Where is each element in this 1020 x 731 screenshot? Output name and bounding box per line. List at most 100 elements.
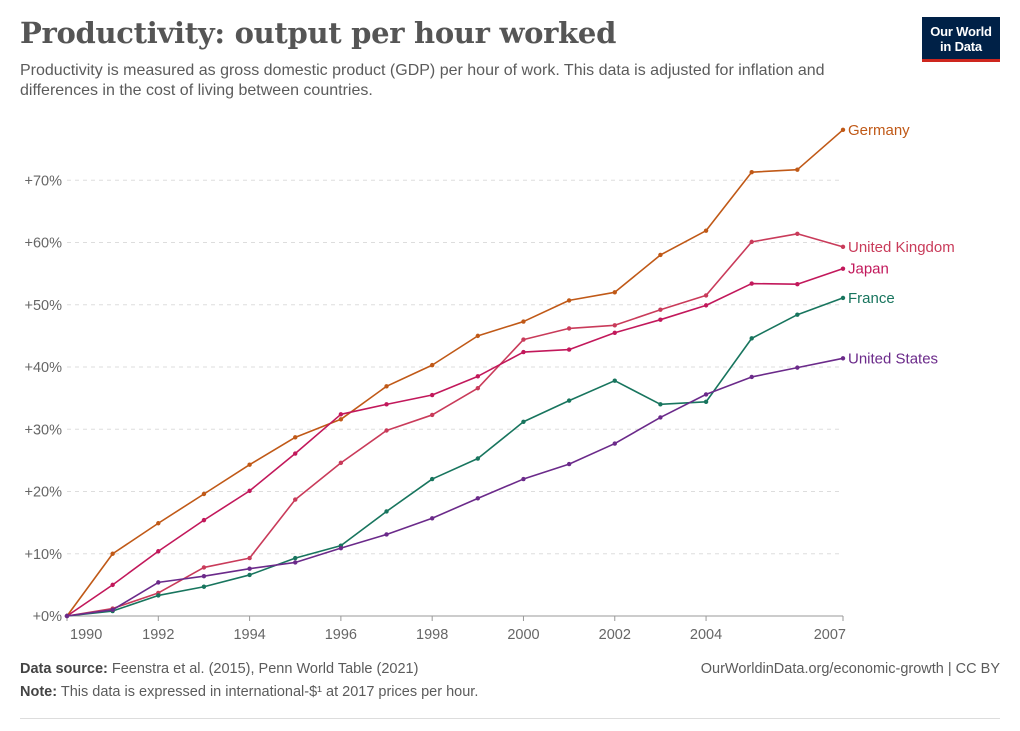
data-point[interactable] [566,461,572,467]
data-point[interactable] [384,384,389,389]
data-point[interactable] [475,374,481,379]
series-line-united-kingdom[interactable] [66,232,844,617]
series-line-japan[interactable] [66,267,844,617]
data-point[interactable] [156,593,161,598]
data-point[interactable] [156,580,161,585]
data-point[interactable] [338,545,344,551]
data-point[interactable] [429,476,435,482]
data-point[interactable] [247,488,252,494]
data-point[interactable] [156,521,161,526]
data-point[interactable] [612,441,617,446]
data-point[interactable] [658,307,663,312]
data-point[interactable] [110,582,115,588]
data-point[interactable] [156,549,161,554]
note-label: Note: [20,684,58,700]
data-point[interactable] [658,402,663,407]
data-point[interactable] [703,303,709,308]
x-tick-label: 1990 [70,627,102,643]
data-point[interactable] [338,412,344,417]
series-line-germany[interactable] [66,129,844,617]
data-point[interactable] [384,509,389,514]
data-point[interactable] [795,365,800,370]
data-point[interactable] [749,239,754,245]
data-point[interactable] [795,312,800,317]
series-line-united-states[interactable] [66,357,844,617]
series-label[interactable]: United Kingdom [848,239,955,256]
data-point[interactable] [658,317,663,322]
data-point[interactable] [293,555,298,561]
data-point[interactable] [521,337,526,342]
data-source-label: Data source: [20,661,108,677]
series-label[interactable]: United States [848,350,938,367]
data-point[interactable] [247,566,252,571]
logo-line-1: Our World [930,24,992,39]
data-point[interactable] [749,336,754,341]
data-point[interactable] [293,451,298,456]
data-point[interactable] [795,282,800,287]
data-point[interactable] [612,323,617,328]
data-point[interactable] [703,392,709,397]
data-point[interactable] [247,462,252,467]
data-source-text[interactable]: Feenstra et al. (2015), Penn World Table… [111,661,419,677]
data-point[interactable] [566,398,572,403]
data-point[interactable] [475,456,481,461]
data-point[interactable] [201,565,207,570]
data-point[interactable] [110,607,115,612]
data-point[interactable] [521,319,526,324]
data-point[interactable] [293,435,298,440]
source-link[interactable]: OurWorldinData.org/economic-growth | CC … [700,661,1000,677]
data-point[interactable] [293,560,298,565]
data-point[interactable] [521,419,526,424]
data-point[interactable] [475,496,481,501]
data-point[interactable] [840,127,846,133]
data-point[interactable] [293,497,298,502]
data-point[interactable] [840,266,846,271]
data-point[interactable] [658,252,663,258]
data-point[interactable] [612,378,617,383]
data-point[interactable] [521,476,526,482]
series-label[interactable]: Germany [848,122,910,139]
y-tick-label: +50% [25,298,63,314]
data-point[interactable] [749,169,754,175]
data-point[interactable] [840,356,846,361]
data-point[interactable] [429,516,435,521]
data-point[interactable] [795,167,800,172]
data-point[interactable] [201,584,207,589]
data-point[interactable] [521,349,526,355]
data-point[interactable] [566,298,572,303]
data-point[interactable] [201,573,207,579]
data-point[interactable] [201,491,207,497]
data-point[interactable] [749,281,754,286]
data-point[interactable] [429,392,435,398]
data-point[interactable] [64,613,70,619]
data-point[interactable] [840,295,846,301]
data-point[interactable] [247,555,252,561]
data-point[interactable] [475,385,481,391]
data-point[interactable] [384,532,389,537]
series-line-france[interactable] [66,297,844,617]
data-point[interactable] [749,374,754,380]
data-point[interactable] [840,244,846,250]
data-point[interactable] [703,228,709,233]
data-point[interactable] [110,551,115,556]
data-point[interactable] [429,362,435,368]
data-point[interactable] [703,399,709,405]
data-point[interactable] [566,326,572,331]
data-point[interactable] [338,460,344,466]
data-point[interactable] [795,231,800,236]
data-point[interactable] [201,517,207,523]
data-point[interactable] [429,412,435,418]
data-point[interactable] [384,402,389,407]
data-point[interactable] [475,333,481,339]
data-point[interactable] [338,417,344,422]
data-point[interactable] [703,293,709,298]
data-point[interactable] [384,428,389,433]
data-point[interactable] [612,290,617,295]
data-point[interactable] [658,415,663,420]
series-label[interactable]: France [848,290,895,307]
data-point[interactable] [566,347,572,352]
data-point[interactable] [612,330,617,335]
series-label[interactable]: Japan [848,261,889,278]
owid-logo[interactable]: Our World in Data [922,17,1000,62]
data-point[interactable] [247,572,252,578]
